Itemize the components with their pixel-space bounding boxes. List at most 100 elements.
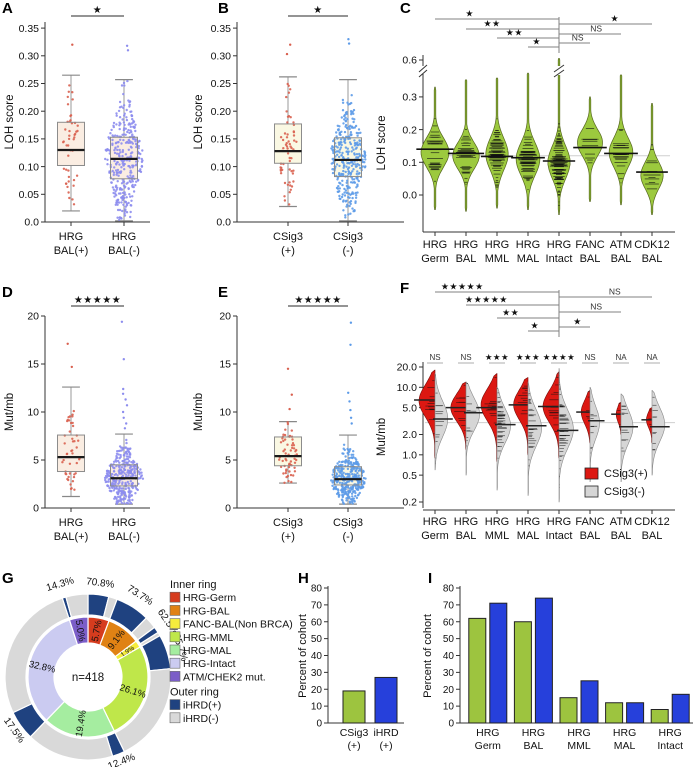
- svg-text:0: 0: [225, 503, 231, 515]
- panel-d-label: D: [2, 284, 13, 301]
- svg-text:0.2: 0.2: [402, 124, 417, 136]
- svg-text:80: 80: [311, 584, 323, 595]
- svg-text:0.0: 0.0: [24, 217, 39, 229]
- svg-text:★★★★: ★★★★: [543, 352, 575, 362]
- svg-text:Germ: Germ: [421, 253, 449, 265]
- svg-text:0.35: 0.35: [211, 23, 232, 35]
- svg-text:Inner ring: Inner ring: [170, 579, 216, 591]
- svg-text:(+): (+): [281, 531, 295, 543]
- svg-text:10: 10: [443, 702, 455, 713]
- svg-text:NS: NS: [609, 287, 621, 297]
- panel-a-boxplot-loh-hrg-bal: 0.0 0.05 0.10 0.15 0.20 0.25 0.30 0.35 LOH score…: [4, 5, 150, 257]
- svg-text:70.8%: 70.8%: [85, 576, 115, 591]
- svg-text:10.0: 10.0: [397, 382, 418, 394]
- svg-text:iHRD: iHRD: [373, 727, 398, 739]
- svg-text:★: ★: [465, 9, 474, 19]
- svg-text:MAL: MAL: [614, 740, 636, 752]
- svg-text:NS: NS: [429, 353, 440, 362]
- svg-text:0.6: 0.6: [402, 55, 417, 67]
- svg-text:★: ★: [532, 37, 541, 47]
- svg-text:★★★★★: ★★★★★: [465, 295, 508, 305]
- svg-text:ATM: ATM: [610, 239, 632, 251]
- svg-text:NS: NS: [590, 302, 602, 312]
- svg-text:HRG: HRG: [454, 516, 478, 528]
- svg-text:iHRD(-): iHRD(-): [183, 713, 219, 725]
- svg-text:NS: NS: [584, 353, 595, 362]
- svg-text:n=418: n=418: [72, 672, 104, 684]
- svg-text:Percent of cohort: Percent of cohort: [297, 614, 309, 698]
- svg-text:19.4%: 19.4%: [74, 709, 89, 738]
- svg-text:CDK12: CDK12: [634, 239, 669, 251]
- svg-text:BAL: BAL: [580, 253, 601, 265]
- svg-text:20.0: 20.0: [397, 362, 418, 374]
- svg-text:NA: NA: [646, 353, 658, 362]
- svg-text:HRG: HRG: [547, 239, 571, 251]
- svg-text:MML: MML: [485, 253, 509, 265]
- svg-text:HRG: HRG: [476, 727, 499, 739]
- svg-text:HRG: HRG: [112, 517, 136, 529]
- svg-text:60: 60: [311, 617, 323, 628]
- svg-text:Outer ring: Outer ring: [170, 686, 219, 698]
- svg-text:0.20: 0.20: [19, 106, 40, 118]
- svg-text:50: 50: [443, 634, 455, 645]
- svg-text:★: ★: [573, 317, 582, 327]
- svg-text:5.0: 5.0: [402, 402, 417, 414]
- svg-text:0.05: 0.05: [211, 189, 232, 201]
- svg-text:HRG-MAL: HRG-MAL: [183, 645, 232, 657]
- panel-a-label: A: [2, 0, 13, 17]
- svg-text:60: 60: [443, 617, 455, 628]
- svg-text:10: 10: [219, 407, 231, 419]
- svg-text:MAL: MAL: [517, 530, 540, 542]
- panel-d-boxplot-mutmb-hrg-bal: 0 5 10 15 20 Mut/mb HRG BAL(+) HRG BAL(-) ★★★★★: [4, 295, 150, 543]
- panel-c-label: C: [400, 0, 411, 17]
- svg-text:HRG: HRG: [522, 727, 545, 739]
- svg-text:(+): (+): [379, 740, 392, 752]
- svg-text:0.10: 0.10: [211, 161, 232, 173]
- svg-text:15: 15: [27, 359, 39, 371]
- svg-text:HRG: HRG: [112, 231, 136, 243]
- svg-text:0: 0: [316, 719, 322, 730]
- svg-text:HRG: HRG: [516, 239, 540, 251]
- svg-text:BAL(+): BAL(+): [54, 531, 89, 543]
- svg-text:Intact: Intact: [657, 740, 683, 752]
- svg-text:5: 5: [225, 455, 231, 467]
- svg-text:FANC-BAL(Non BRCA): FANC-BAL(Non BRCA): [183, 619, 293, 631]
- svg-text:0.0: 0.0: [402, 190, 417, 202]
- svg-text:★★★★★: ★★★★★: [74, 295, 121, 306]
- svg-text:HRG-Intact: HRG-Intact: [183, 658, 236, 670]
- svg-text:★★★: ★★★: [516, 352, 540, 362]
- svg-text:★: ★: [93, 5, 102, 16]
- svg-text:HRG: HRG: [613, 727, 636, 739]
- svg-text:(+): (+): [281, 245, 295, 257]
- svg-text:73.7%: 73.7%: [125, 583, 155, 608]
- svg-text:HRG: HRG: [516, 516, 540, 528]
- svg-text:Mut/mb: Mut/mb: [193, 393, 205, 431]
- svg-text:70: 70: [443, 600, 455, 611]
- svg-text:BAL: BAL: [523, 740, 543, 752]
- svg-text:★: ★: [313, 5, 322, 16]
- svg-text:★★★: ★★★: [485, 352, 509, 362]
- svg-text:NS: NS: [590, 24, 602, 34]
- panel-b-label: B: [218, 0, 229, 17]
- svg-text:BAL: BAL: [611, 530, 632, 542]
- svg-text:★★: ★★: [502, 308, 519, 318]
- svg-text:0.15: 0.15: [19, 134, 40, 146]
- svg-text:Intact: Intact: [546, 530, 573, 542]
- svg-text:(+): (+): [347, 740, 360, 752]
- svg-text:HRG: HRG: [485, 516, 509, 528]
- svg-text:0.35: 0.35: [19, 23, 40, 35]
- panel-i-label: I: [428, 570, 433, 587]
- svg-text:MML: MML: [567, 740, 590, 752]
- svg-text:0.05: 0.05: [19, 189, 40, 201]
- svg-text:20: 20: [219, 311, 231, 323]
- svg-text:CSig3: CSig3: [340, 727, 369, 739]
- svg-text:0.25: 0.25: [211, 78, 232, 90]
- svg-text:10: 10: [27, 407, 39, 419]
- svg-text:★★★★★: ★★★★★: [441, 282, 484, 292]
- svg-text:Germ: Germ: [421, 530, 449, 542]
- svg-text:BAL: BAL: [642, 530, 663, 542]
- svg-text:HRG: HRG: [659, 727, 682, 739]
- svg-text:5.0%: 5.0%: [73, 619, 87, 643]
- svg-text:HRG: HRG: [59, 517, 83, 529]
